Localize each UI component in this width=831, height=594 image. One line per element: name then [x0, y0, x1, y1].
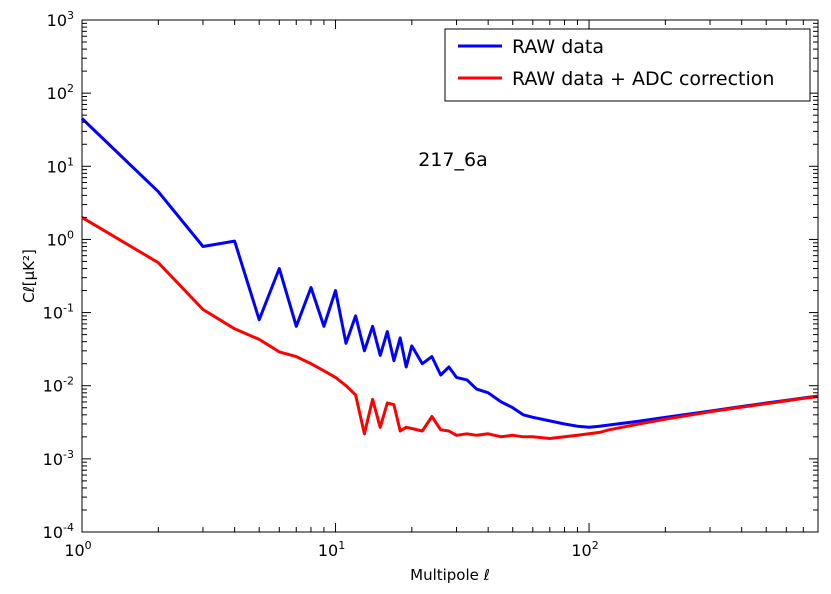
x-tick-label: 100 [64, 539, 91, 560]
legend-label-raw: RAW data [512, 36, 604, 58]
chart-annotation: 217_6a [418, 149, 488, 171]
y-tick-label: 100 [47, 228, 74, 249]
series-lines [80, 117, 819, 440]
y-tick-label: 10-2 [43, 375, 74, 396]
x-axis-label: Multipole ℓ [410, 566, 490, 584]
y-tick-label: 101 [47, 155, 74, 176]
y-tick-label: 10-3 [43, 448, 74, 469]
series-line-1 [81, 216, 819, 440]
legend: RAW data RAW data + ADC correction [444, 28, 811, 102]
y-tick-label: 103 [47, 9, 74, 30]
legend-box [444, 28, 811, 102]
y-tick-label: 10-4 [43, 521, 74, 542]
y-tick-label: 10-1 [43, 302, 74, 323]
plot-area [81, 19, 819, 533]
x-tick-label: 102 [571, 539, 598, 560]
legend-label-adc: RAW data + ADC correction [512, 68, 774, 90]
y-tick-label: 102 [47, 82, 74, 103]
series-line-0 [80, 117, 819, 429]
axis-ticks: 100 101 102 10-4 10-3 10-2 10-1 100 101 102 103 [43, 9, 819, 560]
y-axis-label: Cℓ[μK²] [20, 249, 38, 303]
x-tick-label: 101 [318, 539, 345, 560]
